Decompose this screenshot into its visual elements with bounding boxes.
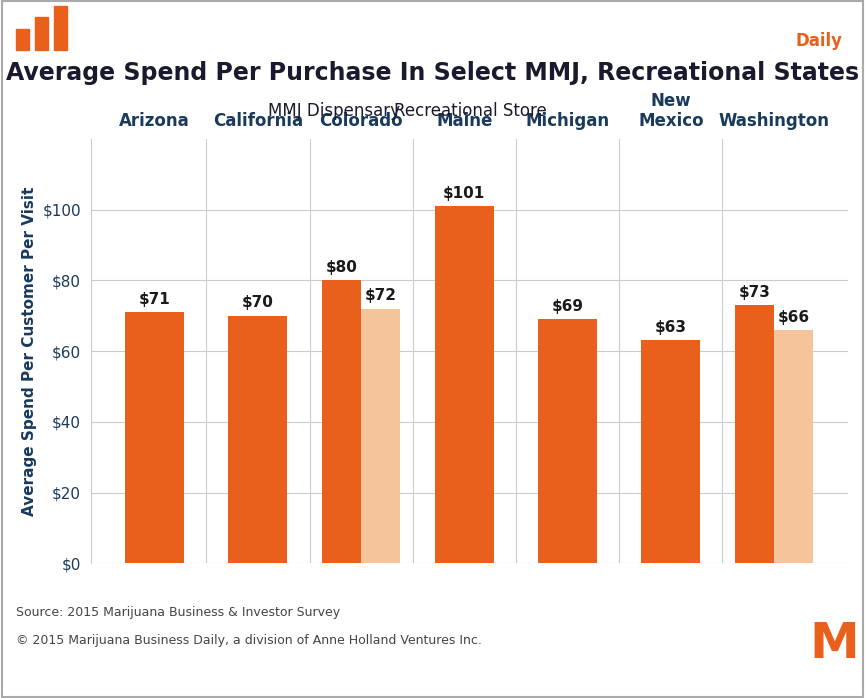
Text: $72: $72	[365, 288, 397, 304]
Bar	[125, 312, 184, 563]
Text: Arizona: Arizona	[119, 112, 190, 131]
Text: Colorado: Colorado	[319, 112, 403, 131]
Text: $66: $66	[778, 310, 810, 325]
Bar	[538, 319, 597, 563]
Bar	[735, 305, 774, 563]
Bar	[228, 315, 287, 563]
Text: Source: 2015 Marijuana Business & Investor Survey: Source: 2015 Marijuana Business & Invest…	[16, 606, 340, 619]
Text: $71: $71	[138, 292, 170, 307]
Text: Washington: Washington	[719, 112, 830, 131]
Text: Recreational Store: Recreational Store	[394, 102, 547, 120]
Text: $73: $73	[739, 285, 771, 300]
Bar	[361, 309, 400, 563]
Text: $101: $101	[443, 186, 485, 201]
Text: Business: Business	[731, 32, 819, 50]
Bar	[774, 330, 813, 563]
Text: $63: $63	[655, 320, 687, 335]
Text: Average Spend Per Purchase In Select MMJ, Recreational States: Average Spend Per Purchase In Select MMJ…	[6, 61, 859, 84]
Text: MMJ Dispensary: MMJ Dispensary	[268, 102, 400, 120]
Y-axis label: Average Spend Per Customer Per Visit: Average Spend Per Customer Per Visit	[22, 186, 37, 516]
Text: Daily: Daily	[796, 32, 843, 50]
Text: M: M	[809, 620, 859, 668]
Text: © 2015 Marijuana Business Daily, a division of Anne Holland Ventures Inc.: © 2015 Marijuana Business Daily, a divis…	[16, 634, 482, 647]
Bar	[322, 281, 361, 563]
Text: Michigan: Michigan	[526, 112, 610, 131]
Text: Chart of the Week: Chart of the Week	[76, 15, 374, 43]
Text: $80: $80	[325, 260, 357, 275]
Bar	[435, 206, 494, 563]
Bar	[16, 29, 29, 50]
Text: $69: $69	[552, 299, 584, 314]
Text: New
Mexico: New Mexico	[638, 91, 703, 131]
Bar	[54, 6, 67, 50]
Text: $70: $70	[242, 295, 274, 311]
Bar	[642, 341, 701, 563]
Text: California: California	[213, 112, 303, 131]
Text: Marijuana: Marijuana	[731, 9, 823, 27]
Bar	[35, 17, 48, 50]
Text: Maine: Maine	[436, 112, 492, 131]
